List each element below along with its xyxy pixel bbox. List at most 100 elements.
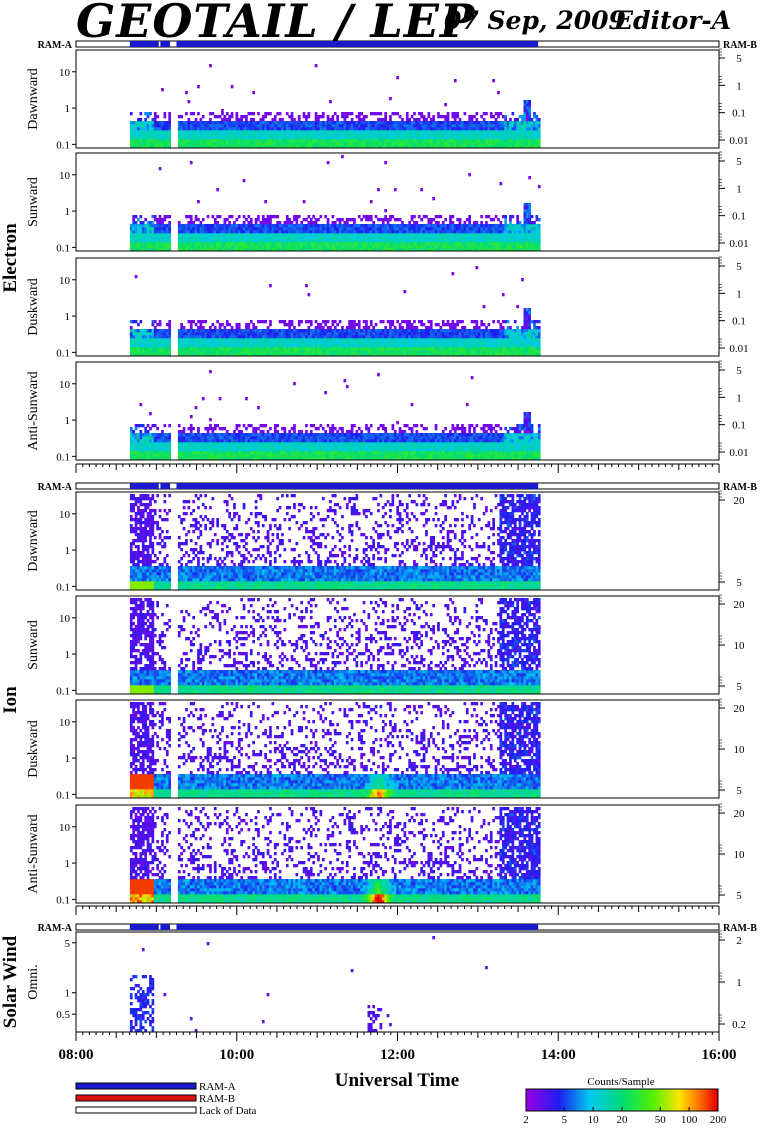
colorbar-tick-label: 50 bbox=[655, 1114, 667, 1126]
x-tick-label: 08:00 bbox=[59, 1047, 94, 1063]
colorbar-tick-label: 5 bbox=[561, 1114, 567, 1126]
right-tick-label: 5 bbox=[736, 365, 742, 377]
panel-frame bbox=[75, 361, 720, 461]
panel-electron-duskward: 10 1 0.1 5 1 0.1 0.01 Duskward bbox=[26, 256, 749, 359]
left-tick-label: 1 bbox=[65, 988, 71, 1000]
right-tick-label: 1 bbox=[736, 977, 742, 989]
panel-frame bbox=[75, 257, 720, 357]
left-tick-label: 0.1 bbox=[56, 242, 70, 254]
legend-swatch bbox=[75, 1094, 197, 1102]
right-tick-label: 0.01 bbox=[729, 343, 748, 355]
right-tick-label: 10 bbox=[734, 640, 746, 652]
right-tick-label: 5 bbox=[736, 785, 742, 797]
left-tick-label: 0.1 bbox=[56, 347, 70, 359]
left-tick-label: 10 bbox=[59, 275, 71, 287]
right-tick-label: 1 bbox=[736, 288, 742, 300]
panel-ion-sunward: 10 1 0.1 20 10 5 Sunward bbox=[26, 594, 746, 697]
right-tick-label: 20 bbox=[734, 703, 746, 715]
x-axis-ticks bbox=[75, 905, 720, 915]
x-tick-label: 10:00 bbox=[219, 1047, 254, 1063]
x-axis-ticks bbox=[75, 463, 720, 473]
editor-label: Editor-A bbox=[614, 6, 732, 35]
right-tick-label: 0.1 bbox=[732, 211, 746, 223]
group-label: Electron bbox=[0, 223, 21, 293]
ram-bar-2: RAM-A RAM-B bbox=[38, 923, 758, 934]
ram-a-segment bbox=[160, 41, 171, 47]
left-tick-label: 1 bbox=[65, 649, 71, 661]
left-tick-label: 10 bbox=[59, 67, 71, 79]
spectrogram-cells bbox=[129, 155, 541, 252]
panel-ion-anti-sunward: 10 1 0.1 20 10 5 Anti-Sunward bbox=[26, 803, 746, 906]
right-tick-label: 1 bbox=[736, 80, 742, 92]
left-tick-label: 5 bbox=[65, 938, 71, 950]
spectrogram-cells bbox=[129, 64, 541, 149]
left-tick-label: 1 bbox=[65, 311, 71, 323]
right-tick-label: 0.2 bbox=[732, 1019, 746, 1031]
right-tick-label: 0.1 bbox=[732, 420, 746, 432]
ram-right-label: RAM-B bbox=[723, 40, 757, 51]
legend-label: Lack of Data bbox=[199, 1105, 257, 1117]
panel-label: Duskward bbox=[26, 720, 41, 778]
right-tick-label: 10 bbox=[734, 744, 746, 756]
left-tick-label: 10 bbox=[59, 379, 71, 391]
left-tick-label: 1 bbox=[65, 415, 71, 427]
left-tick-label: 1 bbox=[65, 545, 71, 557]
right-tick-label: 0.1 bbox=[732, 108, 746, 120]
right-tick-label: 20 bbox=[734, 808, 746, 820]
ram-left-label: RAM-A bbox=[38, 40, 73, 51]
right-tick-label: 5 bbox=[736, 681, 742, 693]
right-tick-label: 0.01 bbox=[729, 238, 748, 250]
ram-left-label: RAM-A bbox=[38, 482, 73, 493]
legend-label: RAM-B bbox=[199, 1093, 235, 1105]
panel-bg bbox=[76, 932, 719, 1032]
x-tick-label: 16:00 bbox=[702, 1047, 737, 1063]
panel-label: Anti-Sunward bbox=[26, 371, 41, 450]
ram-bar-0: RAM-A RAM-B bbox=[38, 40, 758, 51]
panel-frame bbox=[75, 49, 720, 149]
panel-label: Duskward bbox=[26, 278, 41, 336]
x-axis-label: Universal Time bbox=[335, 1070, 459, 1091]
legend-swatch bbox=[75, 1082, 197, 1090]
right-tick-label: 20 bbox=[734, 495, 746, 507]
left-tick-label: 10 bbox=[59, 170, 71, 182]
right-tick-label: 5 bbox=[736, 156, 742, 168]
panel-frame bbox=[75, 491, 720, 591]
spectrogram-cells bbox=[129, 807, 541, 904]
right-tick-label: 2 bbox=[736, 935, 742, 947]
panel-label: Dawnward bbox=[26, 68, 41, 129]
right-tick-label: 5 bbox=[736, 53, 742, 65]
left-tick-label: 1 bbox=[65, 753, 71, 765]
ram-bar-1: RAM-A RAM-B bbox=[38, 482, 758, 493]
x-tick-label: 14:00 bbox=[541, 1047, 576, 1063]
x-tick-label: 12:00 bbox=[380, 1047, 415, 1063]
colorbar-tick-label: 100 bbox=[681, 1114, 698, 1126]
x-axis: 08:00 10:00 12:00 14:00 16:00 bbox=[59, 1031, 737, 1063]
left-tick-label: 0.1 bbox=[56, 894, 70, 906]
spectrogram-cells bbox=[129, 266, 541, 357]
ram-a-segment bbox=[129, 483, 159, 489]
left-tick-label: 1 bbox=[65, 206, 71, 218]
right-tick-label: 5 bbox=[736, 577, 742, 589]
legend-swatch bbox=[75, 1106, 197, 1114]
right-tick-label: 0.01 bbox=[729, 135, 748, 147]
left-tick-label: 10 bbox=[59, 613, 71, 625]
spectrogram-cells bbox=[129, 494, 541, 591]
left-tick-label: 0.1 bbox=[56, 139, 70, 151]
spectrogram-cells bbox=[129, 370, 541, 461]
panel-label: Sunward bbox=[26, 177, 41, 227]
spectrogram-cells bbox=[129, 598, 541, 695]
panel-frame bbox=[75, 152, 720, 252]
left-tick-label: 1 bbox=[65, 103, 71, 115]
panel-label: Dawnward bbox=[26, 510, 41, 571]
ram-left-label: RAM-A bbox=[38, 923, 73, 934]
left-tick-label: 10 bbox=[59, 509, 71, 521]
left-tick-label: 0.1 bbox=[56, 451, 70, 463]
left-tick-label: 0.1 bbox=[56, 789, 70, 801]
colorbar-tick-label: 2 bbox=[523, 1114, 529, 1126]
left-tick-label: 10 bbox=[59, 717, 71, 729]
ram-a-segment bbox=[129, 924, 159, 930]
right-tick-label: 10 bbox=[734, 849, 746, 861]
colorbar-tick-label: 10 bbox=[588, 1114, 600, 1126]
